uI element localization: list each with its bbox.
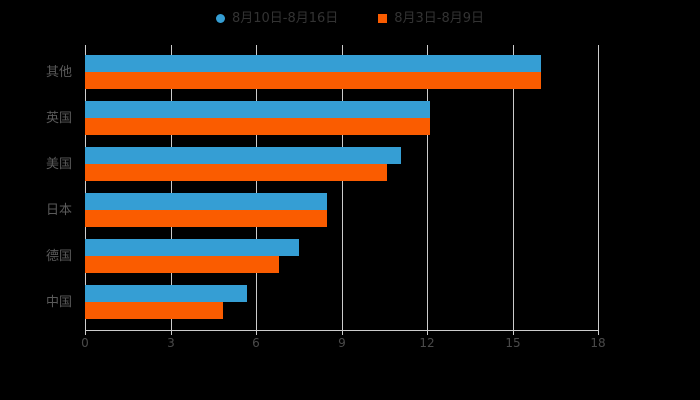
x-tickmark-12 (427, 330, 428, 335)
x-tick-label-15: 15 (505, 336, 521, 350)
gridline-x-12 (427, 45, 428, 330)
bar-德国-series-0[interactable] (85, 239, 299, 256)
x-tick-label-9: 9 (338, 336, 346, 350)
bar-中国-series-1[interactable] (85, 302, 223, 319)
x-tickmark-18 (598, 330, 599, 335)
y-tick-label-英国: 英国 (45, 111, 72, 126)
y-tick-label-日本: 日本 (45, 203, 72, 218)
plot-area (85, 45, 599, 330)
x-tickmark-9 (342, 330, 343, 335)
gridline-x-15 (513, 45, 514, 330)
legend-entry-series-0[interactable]: 8月10日-8月16日 (215, 10, 339, 26)
x-tickmark-3 (171, 330, 172, 335)
gridline-x-18 (598, 45, 599, 330)
bar-德国-series-1[interactable] (85, 256, 279, 273)
legend-label-series-1: 8月3日-8月9日 (394, 10, 485, 26)
bar-英国-series-1[interactable] (85, 118, 430, 135)
x-tickmark-6 (256, 330, 257, 335)
x-tick-label-0: 0 (81, 336, 89, 350)
legend-dot-icon (215, 13, 225, 23)
legend-label-series-0: 8月10日-8月16日 (231, 10, 339, 26)
gridline-x-3 (171, 45, 172, 330)
bar-中国-series-0[interactable] (85, 285, 247, 302)
x-tick-label-3: 3 (167, 336, 175, 350)
bar-日本-series-1[interactable] (85, 210, 327, 227)
y-tick-label-其他: 其他 (45, 65, 72, 80)
bar-美国-series-0[interactable] (85, 147, 401, 164)
y-tick-label-中国: 中国 (45, 295, 72, 310)
chart-legend: 8月10日-8月16日 8月3日-8月9日 (0, 6, 700, 30)
legend-entry-series-1[interactable]: 8月3日-8月9日 (378, 12, 484, 25)
bar-日本-series-0[interactable] (85, 193, 327, 210)
y-tick-label-德国: 德国 (45, 249, 72, 264)
bar-英国-series-0[interactable] (85, 101, 430, 118)
x-tick-label-18: 18 (590, 336, 606, 350)
bar-美国-series-1[interactable] (85, 164, 387, 181)
y-tick-label-美国: 美国 (45, 157, 72, 172)
legend-square-icon (378, 13, 388, 23)
gridline-x-6 (256, 45, 257, 330)
x-tick-label-6: 6 (252, 336, 260, 350)
gridline-x-0 (85, 45, 86, 330)
x-tick-label-12: 12 (419, 336, 435, 350)
x-tickmark-0 (85, 330, 86, 335)
gridline-x-9 (342, 45, 343, 330)
bar-其他-series-1[interactable] (85, 72, 541, 89)
bar-其他-series-0[interactable] (85, 55, 541, 72)
x-tickmark-15 (513, 330, 514, 335)
